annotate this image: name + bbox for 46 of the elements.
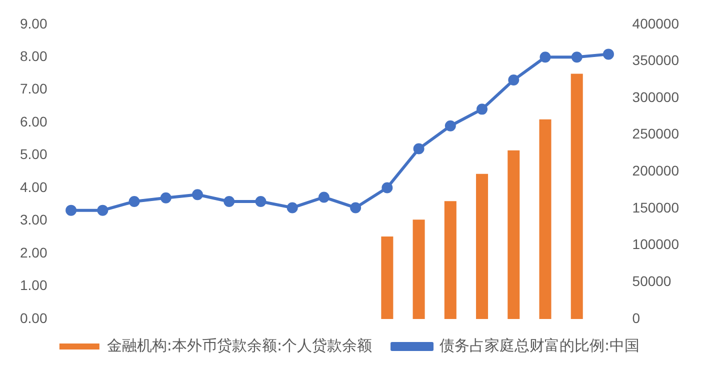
point (540, 52, 551, 63)
point (286, 202, 298, 214)
y2-tick-label: 300000 (632, 88, 680, 105)
legend-label: 金融机构:本外币贷款余额:个人贷款余额 (106, 336, 372, 354)
point (66, 204, 77, 216)
point (382, 182, 393, 194)
point (444, 120, 456, 132)
bar (444, 201, 456, 319)
point (571, 52, 582, 63)
bar (508, 150, 520, 319)
point (602, 48, 614, 60)
bar (539, 119, 552, 319)
point (413, 143, 424, 154)
point (508, 74, 520, 86)
point (318, 192, 330, 203)
y2-tick-label: 150000 (632, 199, 680, 216)
point (160, 192, 172, 204)
point (128, 196, 140, 207)
y-tick-label: 9.00 (20, 15, 48, 32)
bar (570, 74, 583, 319)
y-tick-label: 4.00 (20, 178, 48, 195)
point (192, 189, 204, 200)
legend-label: 债务占家庭总财富的比例:中国 (440, 336, 640, 354)
y2-tick-label: 100000 (632, 236, 680, 252)
bar (412, 220, 425, 319)
y-tick-label: 6.00 (20, 113, 48, 130)
point (97, 204, 108, 216)
y2-tick-label: 200000 (632, 162, 680, 179)
y2-tick-label: 0 (632, 310, 640, 326)
y-tick-label: 3.00 (20, 212, 48, 228)
y2-tick-label: 400000 (632, 15, 680, 32)
bar (381, 236, 394, 319)
y-tick-label: 1.00 (20, 277, 48, 294)
y2-tick-label: 350000 (632, 52, 680, 68)
y2-tick-label: 50000 (632, 273, 672, 290)
y-tick-label: 8.00 (20, 48, 48, 64)
point (476, 104, 488, 115)
point (255, 196, 266, 207)
y-tick-label: 5.00 (20, 146, 48, 162)
point (224, 196, 235, 207)
bar (476, 174, 488, 319)
point (350, 202, 362, 214)
y-tick-label: 7.00 (20, 80, 48, 97)
y-tick-label: 2.00 (20, 244, 48, 260)
y-tick-label: 0.00 (20, 310, 48, 326)
y2-tick-label: 250000 (632, 126, 680, 142)
